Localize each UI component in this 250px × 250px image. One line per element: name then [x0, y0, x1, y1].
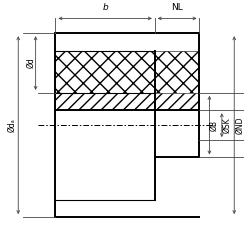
Text: ØB: ØB: [210, 120, 219, 131]
Bar: [56, 93, 200, 110]
Text: b: b: [102, 3, 108, 12]
Text: Ød: Ød: [26, 58, 35, 68]
Text: ØSK: ØSK: [222, 117, 231, 133]
Text: NL: NL: [171, 3, 183, 12]
Bar: [155, 51, 200, 110]
Bar: [56, 51, 155, 93]
Bar: [56, 51, 155, 93]
Text: ØND: ØND: [236, 116, 245, 134]
Text: Ødₐ: Ødₐ: [8, 118, 16, 132]
Bar: [155, 51, 200, 110]
Bar: [56, 93, 200, 110]
